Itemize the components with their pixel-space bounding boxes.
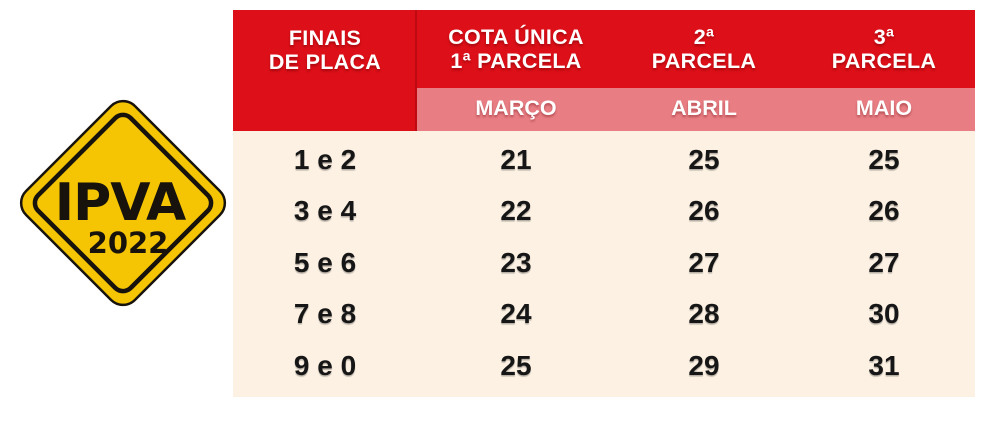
subheader-marco: MARÇO <box>417 88 615 131</box>
cell-finais: 5 e 6 <box>293 246 357 278</box>
diamond-inner-border <box>32 112 214 294</box>
cell-marco: 24 <box>500 298 532 330</box>
cell-abril: 27 <box>688 246 720 278</box>
subheader-abril: ABRIL <box>615 88 793 131</box>
table-header: FINAIS DE PLACA COTA ÚNICA 1ª PARCELA 2ª… <box>233 10 975 131</box>
header-line: FINAIS <box>288 26 362 50</box>
header-cota-unica-1a-parcela: COTA ÚNICA 1ª PARCELA <box>417 10 615 88</box>
cell-maio: 30 <box>868 298 900 330</box>
table-row: 1 e 2 21 25 25 <box>233 134 975 186</box>
ipva-schedule-table: FINAIS DE PLACA COTA ÚNICA 1ª PARCELA 2ª… <box>233 10 975 397</box>
table-row: 7 e 8 24 28 30 <box>233 289 975 341</box>
cell-marco: 21 <box>500 143 532 175</box>
header-finais-de-placa: FINAIS DE PLACA <box>233 10 417 131</box>
warning-diamond-icon: IPVA 2022 <box>19 99 227 307</box>
table-row: 5 e 6 23 27 27 <box>233 237 975 289</box>
header-3a-parcela: 3ª PARCELA <box>793 10 975 88</box>
cell-maio: 25 <box>868 143 900 175</box>
cell-finais: 9 e 0 <box>293 349 357 381</box>
header-line: PARCELA <box>651 49 757 73</box>
table-row: 3 e 4 22 26 26 <box>233 186 975 238</box>
header-line: COTA ÚNICA <box>448 25 584 49</box>
header-line: 1ª PARCELA <box>450 49 582 73</box>
header-line: 3ª <box>873 25 895 49</box>
header-line: DE PLACA <box>268 50 382 74</box>
cell-marco: 22 <box>500 195 532 227</box>
cell-abril: 25 <box>688 143 720 175</box>
cell-abril: 26 <box>688 195 720 227</box>
cell-abril: 28 <box>688 298 720 330</box>
cell-marco: 23 <box>500 246 532 278</box>
table-body: 1 e 2 21 25 25 3 e 4 22 26 26 5 e 6 23 2… <box>233 131 975 397</box>
cell-finais: 1 e 2 <box>293 143 357 175</box>
header-line: 2ª <box>693 25 715 49</box>
cell-marco: 25 <box>500 349 532 381</box>
cell-maio: 26 <box>868 195 900 227</box>
table-row: 9 e 0 25 29 31 <box>233 340 975 392</box>
cell-finais: 3 e 4 <box>293 195 357 227</box>
sign-title-text: IPVA <box>55 173 186 233</box>
subheader-maio: MAIO <box>793 88 975 131</box>
ipva-2022-sign: IPVA 2022 <box>14 94 232 312</box>
cell-finais: 7 e 8 <box>293 298 357 330</box>
cell-maio: 31 <box>868 349 900 381</box>
header-2a-parcela: 2ª PARCELA <box>615 10 793 88</box>
diamond-outer <box>19 99 227 307</box>
sign-year-text: 2022 <box>88 226 169 260</box>
header-line: PARCELA <box>831 49 937 73</box>
cell-abril: 29 <box>688 349 720 381</box>
cell-maio: 27 <box>868 246 900 278</box>
